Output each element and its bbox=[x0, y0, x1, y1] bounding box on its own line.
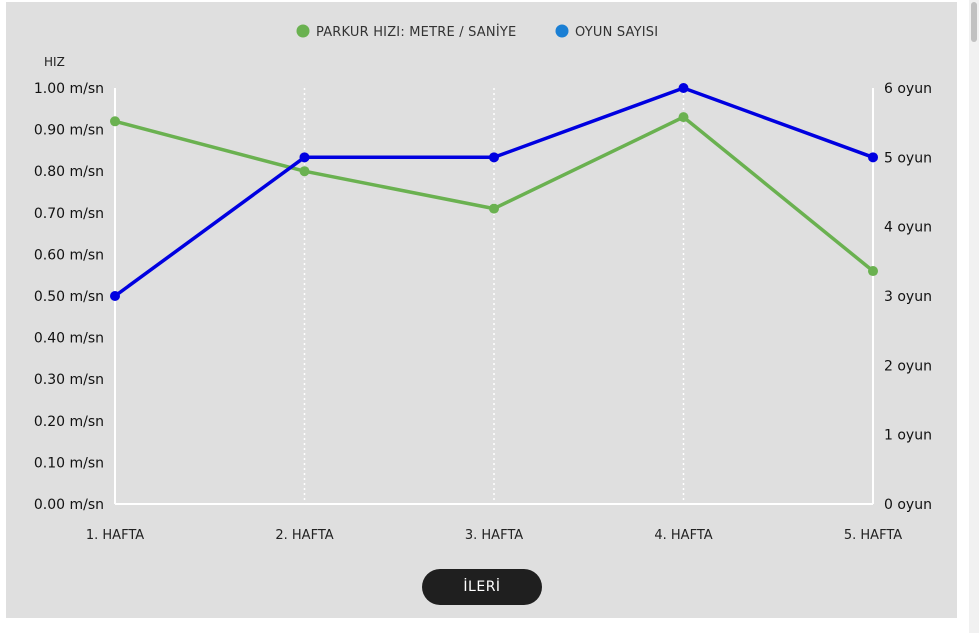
left-axis-title: HIZ bbox=[44, 55, 65, 69]
games-data-point[interactable] bbox=[299, 152, 310, 163]
games-data-point[interactable] bbox=[489, 152, 499, 163]
left-tick-label: 1.00 m/sn bbox=[34, 81, 104, 97]
scrollbar-thumb[interactable] bbox=[971, 2, 977, 42]
x-tick-label: 1. HAFTA bbox=[86, 528, 144, 543]
left-tick-label: 0.30 m/sn bbox=[34, 372, 104, 388]
next-button[interactable]: İLERİ bbox=[422, 569, 542, 605]
left-tick-label: 0.90 m/sn bbox=[34, 123, 104, 139]
right-tick-label: 5 oyun bbox=[884, 150, 932, 166]
chart-panel bbox=[6, 2, 957, 618]
x-axis-ticks: 1. HAFTA 2. HAFTA 3. HAFTA 4. HAFTA 5. HAFTA bbox=[86, 528, 902, 543]
speed-data-point[interactable] bbox=[299, 166, 310, 177]
left-tick-label: 0.20 m/sn bbox=[34, 414, 104, 430]
speed-data-point[interactable] bbox=[110, 116, 120, 127]
left-tick-label: 0.10 m/sn bbox=[34, 455, 104, 471]
right-tick-label: 1 oyun bbox=[884, 428, 932, 444]
left-tick-label: 0.60 m/sn bbox=[34, 247, 104, 263]
games-data-point[interactable] bbox=[110, 291, 120, 301]
games-data-point[interactable] bbox=[678, 83, 689, 93]
x-tick-label: 4. HAFTA bbox=[654, 528, 712, 543]
games-data-point[interactable] bbox=[868, 152, 878, 163]
legend-swatch-games bbox=[555, 24, 569, 38]
series-points bbox=[110, 83, 878, 301]
right-tick-label: 3 oyun bbox=[884, 289, 932, 305]
scrollbar[interactable] bbox=[969, 0, 979, 633]
right-tick-label: 2 oyun bbox=[884, 358, 932, 374]
left-tick-label: 0.50 m/sn bbox=[34, 289, 104, 305]
right-tick-label: 4 oyun bbox=[884, 220, 932, 236]
x-tick-label: 2. HAFTA bbox=[275, 528, 333, 543]
legend-label-games: OYUN SAYISI bbox=[575, 25, 658, 40]
x-tick-label: 5. HAFTA bbox=[844, 528, 902, 543]
right-axis-ticks: 0 oyun 1 oyun 2 oyun 3 oyun 4 oyun 5 oyun 6 oy… bbox=[884, 81, 932, 513]
left-tick-label: 0.00 m/sn bbox=[34, 497, 104, 513]
speed-data-point[interactable] bbox=[678, 112, 689, 123]
grid-lines bbox=[303, 88, 685, 504]
speed-data-point[interactable] bbox=[868, 266, 878, 277]
legend: PARKUR HIZI: METRE / SANİYE OYUN SAYISI bbox=[296, 24, 658, 40]
right-tick-label: 6 oyun bbox=[884, 81, 932, 97]
left-tick-label: 0.70 m/sn bbox=[34, 206, 104, 222]
left-axis-ticks: 0.00 m/sn 0.10 m/sn 0.20 m/sn 0.30 m/sn 0.40… bbox=[34, 81, 104, 513]
legend-label-speed: PARKUR HIZI: METRE / SANİYE bbox=[316, 24, 516, 40]
right-tick-label: 0 oyun bbox=[884, 497, 932, 513]
speed-data-point[interactable] bbox=[489, 203, 499, 214]
legend-swatch-speed bbox=[296, 24, 310, 38]
left-tick-label: 0.80 m/sn bbox=[34, 164, 104, 180]
x-tick-label: 3. HAFTA bbox=[465, 528, 523, 543]
left-tick-label: 0.40 m/sn bbox=[34, 331, 104, 347]
